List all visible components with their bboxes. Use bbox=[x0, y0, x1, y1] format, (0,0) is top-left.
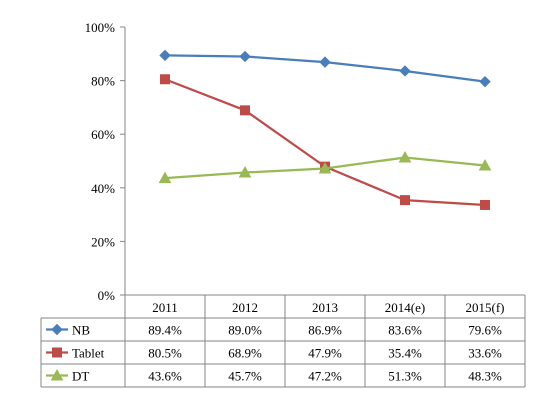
legend-key-marker bbox=[52, 347, 62, 358]
table-cell-value: 48.3% bbox=[468, 369, 502, 384]
legend-label: Tablet bbox=[72, 346, 105, 361]
x-category-label: 2013 bbox=[312, 300, 338, 315]
x-category-label: 2011 bbox=[152, 300, 178, 315]
x-category-label: 2015(f) bbox=[466, 300, 505, 315]
series-lines bbox=[158, 49, 492, 210]
table-cell-value: 83.6% bbox=[388, 323, 422, 338]
legend-key-marker bbox=[50, 368, 64, 381]
data-point-marker bbox=[400, 195, 410, 206]
x-category-label: 2012 bbox=[232, 300, 258, 315]
table-cell-value: 89.4% bbox=[148, 323, 182, 338]
data-point-marker bbox=[158, 171, 172, 184]
data-point-marker bbox=[160, 74, 170, 85]
data-point-marker bbox=[159, 49, 171, 62]
y-tick-label: 80% bbox=[91, 74, 115, 89]
chart-axes: 0% 20% 40% 60% 80% 100% bbox=[85, 20, 126, 303]
data-table: 2011 2012 2013 2014(e) 2015(f) NB 89.4% 89.0% 86… bbox=[40, 294, 526, 388]
data-point-marker bbox=[399, 65, 411, 77]
table-cell-value: 47.2% bbox=[308, 369, 342, 384]
series-nb bbox=[159, 49, 491, 88]
series-dt bbox=[158, 150, 492, 184]
y-tick-label: 100% bbox=[85, 20, 116, 35]
series-tablet bbox=[160, 74, 490, 210]
legend-label: NB bbox=[72, 323, 90, 338]
table-cell-value: 51.3% bbox=[388, 369, 422, 384]
legend-key-marker bbox=[51, 323, 63, 336]
y-tick-label: 40% bbox=[91, 181, 115, 196]
data-point-marker bbox=[239, 50, 251, 63]
table-cell-value: 45.7% bbox=[228, 369, 262, 384]
table-cell-value: 80.5% bbox=[148, 346, 182, 361]
table-cell-value: 68.9% bbox=[228, 346, 262, 361]
table-cell-value: 43.6% bbox=[148, 369, 182, 384]
x-category-label: 2014(e) bbox=[385, 300, 425, 315]
data-point-marker bbox=[478, 159, 492, 171]
table-cell-value: 33.6% bbox=[468, 346, 502, 361]
data-point-marker bbox=[319, 56, 331, 68]
y-tick-label: 20% bbox=[91, 234, 115, 249]
data-point-marker bbox=[479, 75, 491, 88]
data-point-marker bbox=[238, 165, 252, 178]
table-cell-value: 35.4% bbox=[388, 346, 422, 361]
table-cell-value: 89.0% bbox=[228, 323, 262, 338]
table-cell-value: 86.9% bbox=[308, 323, 342, 338]
data-point-marker bbox=[398, 150, 412, 163]
table-cell-value: 79.6% bbox=[468, 323, 502, 338]
data-point-marker bbox=[480, 199, 490, 210]
legend-label: DT bbox=[72, 369, 89, 384]
table-cell-value: 47.9% bbox=[308, 346, 342, 361]
data-point-marker bbox=[240, 105, 250, 116]
series-line bbox=[164, 78, 486, 207]
data-point-marker bbox=[318, 161, 332, 174]
y-tick-label: 60% bbox=[91, 127, 115, 142]
y-tick-label: 0% bbox=[98, 288, 116, 303]
